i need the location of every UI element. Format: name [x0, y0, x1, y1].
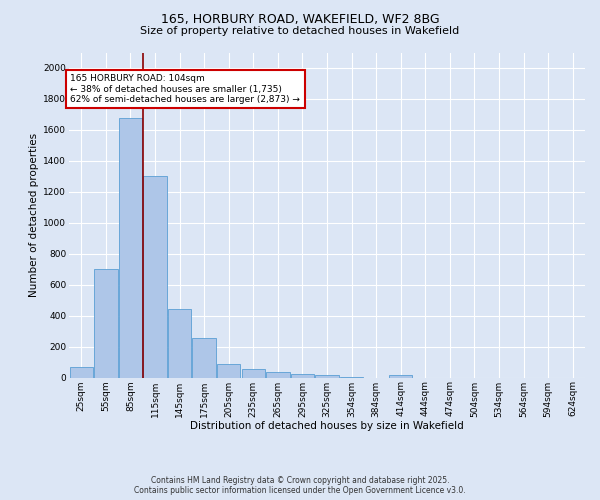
Text: Size of property relative to detached houses in Wakefield: Size of property relative to detached ho… [140, 26, 460, 36]
X-axis label: Distribution of detached houses by size in Wakefield: Distribution of detached houses by size … [190, 421, 464, 431]
Bar [340, 376, 363, 378]
Bar [266, 372, 290, 378]
Bar [389, 375, 412, 378]
Bar [94, 269, 118, 378]
Text: 165, HORBURY ROAD, WAKEFIELD, WF2 8BG: 165, HORBURY ROAD, WAKEFIELD, WF2 8BG [161, 12, 439, 26]
Bar [119, 118, 142, 378]
Bar [143, 176, 167, 378]
Y-axis label: Number of detached properties: Number of detached properties [29, 133, 39, 297]
Bar [70, 368, 93, 378]
Text: Contains HM Land Registry data © Crown copyright and database right 2025.
Contai: Contains HM Land Registry data © Crown c… [134, 476, 466, 495]
Bar [168, 310, 191, 378]
Bar [291, 374, 314, 378]
Bar [217, 364, 241, 378]
Bar [316, 375, 338, 378]
Text: 165 HORBURY ROAD: 104sqm
← 38% of detached houses are smaller (1,735)
62% of sem: 165 HORBURY ROAD: 104sqm ← 38% of detach… [70, 74, 300, 104]
Bar [193, 338, 216, 378]
Bar [242, 369, 265, 378]
